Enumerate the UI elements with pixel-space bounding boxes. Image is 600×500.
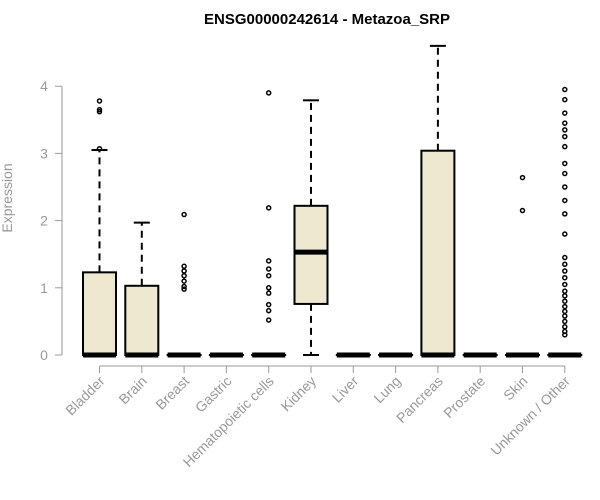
outlier-point — [265, 285, 272, 291]
outlier-point — [562, 170, 568, 177]
outlier-point — [96, 106, 103, 113]
outlier-point — [562, 313, 568, 319]
outlier-point — [519, 174, 526, 181]
outlier-point — [265, 205, 272, 211]
outlier-point — [562, 274, 568, 281]
box-pancreas — [420, 44, 456, 358]
outlier-point — [181, 278, 187, 284]
y-axis: 0 1 2 3 4 — [40, 78, 63, 363]
x-tick-label: Brain — [115, 373, 149, 407]
outlier-point — [562, 120, 568, 126]
outlier-point — [562, 160, 568, 167]
outlier-point — [562, 324, 568, 330]
box-skin — [505, 174, 540, 358]
y-tick-label: 0 — [40, 347, 48, 363]
outlier-point — [265, 258, 272, 264]
y-tick-label: 1 — [40, 280, 48, 296]
outlier-point — [562, 261, 568, 268]
outlier-point — [265, 90, 272, 96]
outlier-point — [562, 293, 568, 299]
box-breast — [166, 211, 202, 358]
box-bladder — [82, 98, 117, 358]
box-brain — [124, 221, 160, 358]
outlier-point — [96, 98, 103, 104]
outlier-point — [562, 303, 568, 310]
outlier-point — [265, 272, 272, 279]
x-tick-label: Kidney — [278, 373, 320, 415]
outlier-point — [562, 308, 568, 315]
outlier-point — [562, 96, 568, 103]
outlier-point — [181, 286, 187, 292]
box-body — [420, 149, 456, 356]
outlier-point — [562, 143, 568, 150]
x-tick-label: Breast — [152, 373, 192, 413]
outlier-point — [265, 290, 272, 296]
outlier-point — [562, 318, 568, 325]
outlier-point — [562, 127, 568, 133]
y-axis-label: Expression — [0, 163, 15, 232]
y-tick-label: 2 — [40, 213, 48, 229]
y-tick-label: 3 — [40, 145, 48, 161]
outlier-point — [181, 263, 187, 270]
box-kidney — [293, 99, 329, 356]
outlier-point — [265, 307, 272, 314]
x-tick-label: Liver — [329, 373, 362, 406]
outlier-point — [562, 268, 568, 274]
outlier-point — [181, 211, 187, 218]
outlier-point — [562, 328, 568, 335]
outlier-point — [562, 133, 568, 140]
chart-title: ENSG00000242614 - Metazoa_SRP — [204, 11, 450, 28]
box-body — [124, 284, 160, 356]
outlier-point — [519, 207, 526, 214]
outlier-point — [265, 317, 272, 323]
outlier-point — [181, 283, 187, 290]
x-tick-label: Pancreas — [393, 373, 446, 426]
outlier-point — [562, 86, 568, 93]
outlier-point — [96, 145, 103, 152]
box-body — [293, 204, 329, 305]
outlier-point — [562, 288, 568, 294]
box-body — [82, 271, 117, 356]
x-tick-label: Lung — [370, 373, 403, 406]
x-tick-label: Skin — [500, 373, 531, 404]
outlier-point — [265, 266, 272, 272]
y-tick-label: 4 — [40, 78, 48, 94]
boxes-group — [82, 44, 583, 358]
box-unknown-other — [547, 86, 583, 358]
x-tick-label: Prostate — [440, 373, 488, 421]
outlier-point — [562, 254, 568, 261]
outlier-point — [562, 298, 568, 304]
outlier-point — [562, 211, 568, 217]
outlier-point — [562, 184, 568, 190]
outlier-point — [562, 110, 568, 116]
x-tick-label: Unknown / Other — [487, 373, 573, 459]
x-tick-label: Bladder — [62, 373, 108, 419]
box-hematopoietic-cells — [251, 90, 287, 358]
outlier-point — [181, 268, 187, 274]
outlier-point — [562, 197, 568, 204]
outlier-point — [96, 108, 103, 115]
outlier-point — [181, 272, 187, 279]
outlier-point — [265, 301, 272, 308]
outlier-point — [562, 281, 568, 288]
outlier-point — [562, 231, 568, 237]
